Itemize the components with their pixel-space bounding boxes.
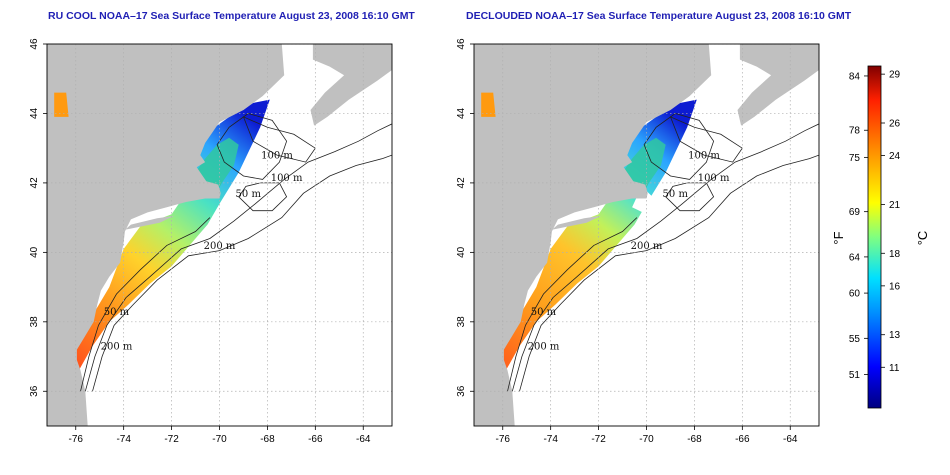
fahrenheit-tick-label: 69 <box>849 207 861 218</box>
fahrenheit-tick-label: 78 <box>849 126 861 137</box>
contour-label: 100 m <box>698 173 730 184</box>
contour-label: 50 m <box>104 307 130 318</box>
x-tick-label: -72 <box>164 434 179 445</box>
contour-label: 100 m <box>688 151 720 162</box>
sst-lake-patch <box>481 92 496 117</box>
x-tick-label: -66 <box>735 434 750 445</box>
y-tick-label: 36 <box>29 385 40 397</box>
isobath-georges-bank <box>665 182 715 212</box>
contour-label: 50 m <box>663 189 689 200</box>
celsius-tick-label: 11 <box>889 363 900 374</box>
land-long-island <box>551 215 601 230</box>
isobath-100m <box>84 123 392 392</box>
isobath-gulf-of-maine-100m <box>242 116 316 163</box>
land-nova-scotia <box>737 44 819 126</box>
celsius-tick-label: 21 <box>889 200 901 211</box>
colorbar-gradient <box>867 65 882 409</box>
isobath-georges-bank <box>238 182 288 212</box>
celsius-tick-label: 29 <box>889 70 901 81</box>
right-map-panel: 100 m 100 m 50 m 200 m 50 m 200 m -76 -74 -72 -70… <box>456 38 820 445</box>
land-us-coast <box>474 44 712 426</box>
celsius-tick-label: 26 <box>889 119 901 130</box>
land-nova-scotia <box>310 44 392 126</box>
fahrenheit-tick-label: 55 <box>849 334 861 345</box>
contour-label: 200 m <box>631 241 663 252</box>
y-tick-label: 36 <box>456 385 467 397</box>
y-tick-label: 38 <box>29 316 40 328</box>
temperature-colorbar: 29 26 24 21 18 16 13 11 84 78 75 69 64 60 55 51 °F °C <box>831 65 930 409</box>
contour-label: 50 m <box>236 189 262 200</box>
y-tick-label: 46 <box>456 38 467 50</box>
celsius-tick-label: 24 <box>889 151 901 162</box>
declouded-gap <box>632 186 657 215</box>
fahrenheit-tick-label: 84 <box>849 71 861 82</box>
x-tick-label: -76 <box>69 434 84 445</box>
y-tick-label: 46 <box>29 38 40 50</box>
y-tick-label: 40 <box>29 246 40 258</box>
x-tick-label: -64 <box>356 434 371 445</box>
celsius-tick-label: 13 <box>889 330 901 341</box>
x-tick-label: -70 <box>212 434 227 445</box>
celsius-tick-label: 16 <box>889 281 901 292</box>
left-panel-title: RU COOL NOAA–17 Sea Surface Temperature … <box>48 10 415 22</box>
celsius-tick-label: 18 <box>889 249 901 260</box>
contour-label: 200 m <box>528 342 560 353</box>
isobath-100m <box>511 123 819 392</box>
isobath-200m <box>519 154 819 392</box>
x-tick-label: -70 <box>639 434 654 445</box>
y-tick-label: 44 <box>456 107 467 119</box>
left-map-panel: 100 m 100 m 50 m 200 m 50 m 200 m -76 -74 -72 -70… <box>29 38 393 445</box>
y-tick-label: 42 <box>29 177 40 189</box>
fahrenheit-tick-label: 51 <box>849 370 861 381</box>
contour-label: 100 m <box>261 151 293 162</box>
sst-lake-patch <box>54 92 69 117</box>
right-panel-title: DECLOUDED NOAA–17 Sea Surface Temperatur… <box>466 10 852 22</box>
fahrenheit-unit-label: °F <box>831 231 846 244</box>
fahrenheit-tick-label: 64 <box>849 252 861 263</box>
celsius-unit-label: °C <box>915 231 930 246</box>
x-tick-label: -64 <box>783 434 798 445</box>
contour-label: 200 m <box>101 342 133 353</box>
y-tick-label: 44 <box>29 107 40 119</box>
y-tick-label: 40 <box>456 246 467 258</box>
isobath-50m <box>80 217 211 392</box>
y-tick-label: 38 <box>456 316 467 328</box>
x-tick-label: -76 <box>496 434 511 445</box>
x-tick-label: -74 <box>116 434 131 445</box>
contour-label: 100 m <box>271 173 303 184</box>
fahrenheit-tick-label: 60 <box>849 289 861 300</box>
land-us-coast <box>47 44 285 426</box>
isobath-gulf-of-maine-100m <box>669 116 743 163</box>
land-long-island <box>124 215 174 230</box>
fahrenheit-tick-label: 75 <box>849 153 861 164</box>
x-tick-label: -74 <box>543 434 558 445</box>
isobath-50m <box>507 217 638 392</box>
x-tick-label: -68 <box>687 434 702 445</box>
x-tick-label: -72 <box>591 434 606 445</box>
x-tick-label: -66 <box>308 434 323 445</box>
contour-label: 50 m <box>531 307 557 318</box>
x-tick-label: -68 <box>260 434 275 445</box>
y-tick-label: 42 <box>456 177 467 189</box>
isobath-200m <box>92 154 392 392</box>
contour-label: 200 m <box>204 241 236 252</box>
